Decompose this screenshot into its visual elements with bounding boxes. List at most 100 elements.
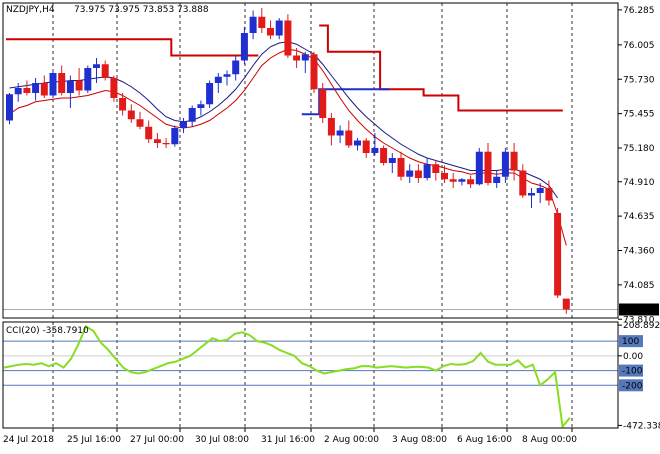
candle-body[interactable]	[493, 176, 501, 183]
candle-body[interactable]	[84, 68, 92, 91]
candle-body[interactable]	[293, 55, 301, 61]
candle-body[interactable]	[336, 130, 344, 136]
candle-body[interactable]	[136, 119, 144, 127]
cci-tick-label: 208.892	[623, 321, 660, 331]
candle-body[interactable]	[232, 60, 240, 75]
cci-line[interactable]	[3, 324, 571, 429]
candle-body[interactable]	[484, 151, 492, 183]
candle-body[interactable]	[458, 179, 466, 182]
candle-body[interactable]	[441, 173, 448, 180]
candle-body[interactable]	[49, 73, 57, 96]
candle-body[interactable]	[397, 158, 405, 177]
candle-body[interactable]	[275, 20, 283, 36]
candle-body[interactable]	[145, 126, 153, 140]
candle-body[interactable]	[197, 104, 205, 108]
candle-body[interactable]	[554, 213, 562, 296]
time-tick-label: 8 Aug 00:00	[522, 435, 577, 445]
price-tick-label: 74.085	[623, 281, 655, 291]
candle-body[interactable]	[545, 188, 553, 201]
price-tick-label: 76.005	[623, 41, 655, 51]
candle-body[interactable]	[501, 151, 509, 177]
candle-body[interactable]	[284, 20, 292, 56]
candle-body[interactable]	[267, 28, 274, 36]
time-tick-label: 3 Aug 08:00	[392, 435, 447, 445]
candle-body[interactable]	[127, 110, 135, 120]
moving-average-slow	[9, 41, 559, 199]
candle-body[interactable]	[327, 118, 335, 136]
candle-body[interactable]	[536, 188, 544, 193]
candle-body[interactable]	[406, 170, 414, 177]
price-tick-label: 73.810	[623, 315, 655, 325]
candle-body[interactable]	[528, 193, 535, 196]
candle-body[interactable]	[14, 88, 22, 95]
cci-tick-label: 0.00	[623, 352, 643, 362]
price-tick-label: 74.910	[623, 178, 655, 188]
candle-body[interactable]	[519, 170, 527, 196]
candle-body[interactable]	[345, 130, 353, 146]
candle-body[interactable]	[310, 54, 318, 90]
candle-body[interactable]	[214, 76, 222, 83]
candle-body[interactable]	[449, 179, 457, 182]
header-symbol: NZDJPY,H4	[6, 5, 55, 15]
candle-body[interactable]	[510, 151, 518, 171]
price-tick-label: 74.360	[623, 247, 655, 257]
price-tick-label: 75.730	[623, 75, 655, 85]
candle-body[interactable]	[371, 148, 379, 153]
cci-tick-label: -200	[622, 381, 643, 391]
candle-body[interactable]	[110, 78, 118, 98]
cci-plot[interactable]	[3, 324, 618, 429]
candle-body[interactable]	[432, 164, 440, 173]
candle-body[interactable]	[319, 89, 327, 118]
candle-body[interactable]	[301, 54, 309, 61]
candle-body[interactable]	[423, 164, 431, 178]
candle-body[interactable]	[258, 16, 266, 28]
candle-body[interactable]	[23, 88, 31, 93]
candle-body[interactable]	[75, 80, 83, 91]
time-tick-label: 30 Jul 08:00	[195, 435, 249, 445]
price-plot[interactable]	[3, 8, 618, 314]
candle-body[interactable]	[40, 83, 48, 96]
price-tick-label: 75.455	[623, 110, 655, 120]
time-tick-label: 24 Jul 2018	[3, 435, 54, 445]
cci-level-box	[619, 379, 643, 392]
time-tick-label: 27 Jul 00:00	[130, 435, 184, 445]
candle-body[interactable]	[223, 74, 231, 77]
candle-body[interactable]	[162, 143, 170, 145]
candle-body[interactable]	[240, 33, 248, 61]
axes: 76.285 76.005 75.730 75.455 75.180 74.910 74.6…	[2, 2, 660, 445]
candle-body[interactable]	[119, 98, 127, 111]
current-price-label: 73.888	[622, 306, 654, 316]
candle-body[interactable]	[467, 179, 475, 185]
cci-tick-label: 100	[622, 337, 639, 347]
candle-body[interactable]	[562, 298, 570, 310]
candle-body[interactable]	[206, 83, 214, 105]
candle-body[interactable]	[414, 170, 422, 179]
candle-body[interactable]	[101, 64, 109, 78]
header-ohlc: 73.975 73.975 73.853 73.888	[74, 5, 209, 15]
candle-body[interactable]	[380, 148, 388, 163]
support-step-line	[301, 88, 389, 116]
price-tick-label: 76.285	[623, 6, 655, 16]
candle-body[interactable]	[354, 140, 361, 146]
candle-body[interactable]	[32, 83, 40, 93]
candle-body[interactable]	[475, 151, 483, 185]
price-pane-frame	[2, 2, 619, 319]
resistance-step-line	[319, 24, 563, 112]
candle-body[interactable]	[58, 73, 66, 93]
price-tick-label: 74.635	[623, 212, 655, 222]
candle-body[interactable]	[153, 139, 161, 143]
candle-body[interactable]	[66, 80, 74, 94]
candle-body[interactable]	[388, 158, 396, 163]
cci-level-box	[619, 335, 643, 348]
candle-body[interactable]	[6, 94, 13, 121]
candle-body[interactable]	[188, 108, 196, 122]
candle-body[interactable]	[249, 16, 257, 33]
candle-body[interactable]	[171, 128, 179, 145]
candle-body[interactable]	[180, 121, 187, 128]
cci-label: CCI(20) -358.7910	[6, 326, 89, 336]
time-tick-label: 31 Jul 16:00	[261, 435, 315, 445]
candle-body[interactable]	[362, 140, 370, 154]
candle-body[interactable]	[93, 64, 100, 68]
